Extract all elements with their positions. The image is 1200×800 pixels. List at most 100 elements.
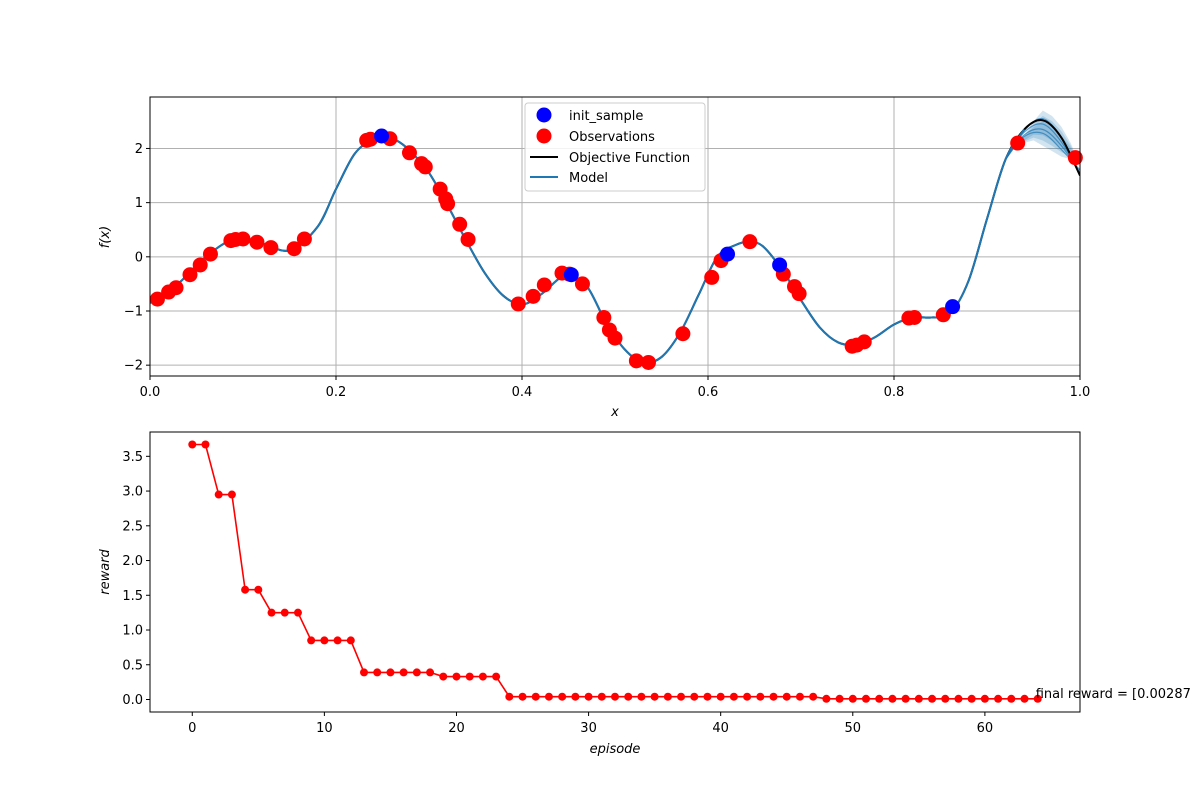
reward-point [809, 692, 818, 701]
reward-point [743, 692, 752, 701]
x-tick-label: 0.0 [140, 385, 161, 400]
reward-point [941, 694, 950, 703]
reward-point [888, 694, 897, 703]
y-tick-label: 1 [135, 196, 143, 211]
reward-point [439, 672, 448, 681]
reward-point [307, 636, 316, 645]
reward-point [360, 668, 369, 677]
legend-marker-init-sample [536, 107, 552, 123]
reward-point [914, 694, 923, 703]
plot-frame [149, 431, 1081, 713]
x-tick-label: 40 [712, 721, 729, 736]
observation-point [640, 354, 656, 370]
x-tick-label: 0.8 [884, 385, 905, 400]
observation-point [791, 286, 807, 302]
observation-point [249, 234, 265, 250]
final-reward-annotation: final reward = [0.00287 [1036, 687, 1191, 702]
observation-point [607, 330, 623, 346]
reward-point [756, 692, 765, 701]
observation-point [856, 334, 872, 350]
reward-point [584, 692, 593, 701]
y-tick-label: 2.5 [122, 519, 143, 534]
reward-point [386, 668, 395, 677]
y-tick-label: 1.5 [122, 589, 143, 604]
x-tick-label: 10 [316, 721, 333, 736]
y-tick-label: 3.5 [122, 450, 143, 465]
reward-point [492, 672, 501, 681]
y-tick-label: −1 [124, 304, 143, 319]
objective-plot: 0.0 0.2 0.4 0.6 0.8 1.0 −2 −1 0 1 2 x f(x) init_sa… [98, 96, 1090, 420]
init-sample-point [772, 257, 788, 273]
observation-point [235, 231, 251, 247]
reward-point [571, 692, 580, 701]
reward-point [822, 694, 831, 703]
reward-point [426, 668, 435, 677]
y-tick-label: −2 [124, 359, 143, 374]
reward-point [729, 692, 738, 701]
observation-point [417, 159, 433, 175]
reward-point [293, 608, 302, 617]
observation-point [296, 231, 312, 247]
x-tick-label: 50 [845, 721, 862, 736]
reward-point [994, 694, 1003, 703]
observation-point [263, 240, 279, 256]
reward-point [861, 694, 870, 703]
observation-points [149, 128, 1083, 370]
reward-point [254, 585, 263, 594]
legend-box [524, 102, 706, 192]
observation-point [286, 241, 302, 257]
observation-point [1010, 135, 1026, 151]
reward-point [1020, 694, 1029, 703]
reward-line [192, 443, 1038, 700]
legend-label-objective: Objective Function [569, 151, 690, 166]
reward-point [518, 692, 527, 701]
confidence-band [1019, 115, 1076, 160]
observation-point [460, 231, 476, 247]
reward-point [782, 692, 791, 701]
observation-point [574, 276, 590, 292]
confidence-band [1019, 121, 1076, 159]
init-sample-point [945, 299, 961, 315]
y-tick-label: 0 [135, 250, 143, 265]
legend-label-model: Model [569, 171, 608, 186]
y-tick-label: 1.0 [122, 624, 143, 639]
reward-point [333, 636, 342, 645]
reward-point [346, 636, 355, 645]
reward-point [320, 636, 329, 645]
legend: init_sample Observations Objective Funct… [524, 102, 706, 192]
legend-marker-observations [536, 128, 552, 144]
y-tick-label: 0.5 [122, 658, 143, 673]
observation-point [168, 280, 184, 296]
reward-series [188, 440, 1042, 703]
observation-point [675, 326, 691, 342]
reward-plot: 0 10 20 30 40 50 60 0.0 0.5 1.0 1.5 2.0 2.5 3.0 3.5 ep… [98, 431, 1191, 757]
y-tick-label: 2.0 [122, 554, 143, 569]
reward-point [188, 440, 197, 449]
reward-point [967, 694, 976, 703]
reward-point [954, 694, 963, 703]
y-tick-label: 0.0 [122, 693, 143, 708]
y-axis-label: f(x) [98, 226, 113, 248]
x-axis-label: episode [590, 742, 641, 757]
reward-point [267, 608, 276, 617]
reward-point [505, 692, 514, 701]
x-tick-label: 0 [188, 721, 196, 736]
x-axis-label: x [610, 405, 619, 420]
plot-frame [149, 96, 1081, 377]
reward-point [663, 692, 672, 701]
reward-point [690, 692, 699, 701]
reward-point [478, 672, 487, 681]
reward-point [373, 668, 382, 677]
observation-point [149, 291, 165, 307]
reward-point [465, 672, 474, 681]
reward-point [835, 694, 844, 703]
reward-point [848, 694, 857, 703]
reward-point [650, 692, 659, 701]
observation-point [596, 309, 612, 325]
observation-point [1067, 150, 1083, 166]
init-sample-point [720, 246, 736, 262]
x-tick-label: 60 [977, 721, 994, 736]
reward-point [597, 692, 606, 701]
reward-point [624, 692, 633, 701]
